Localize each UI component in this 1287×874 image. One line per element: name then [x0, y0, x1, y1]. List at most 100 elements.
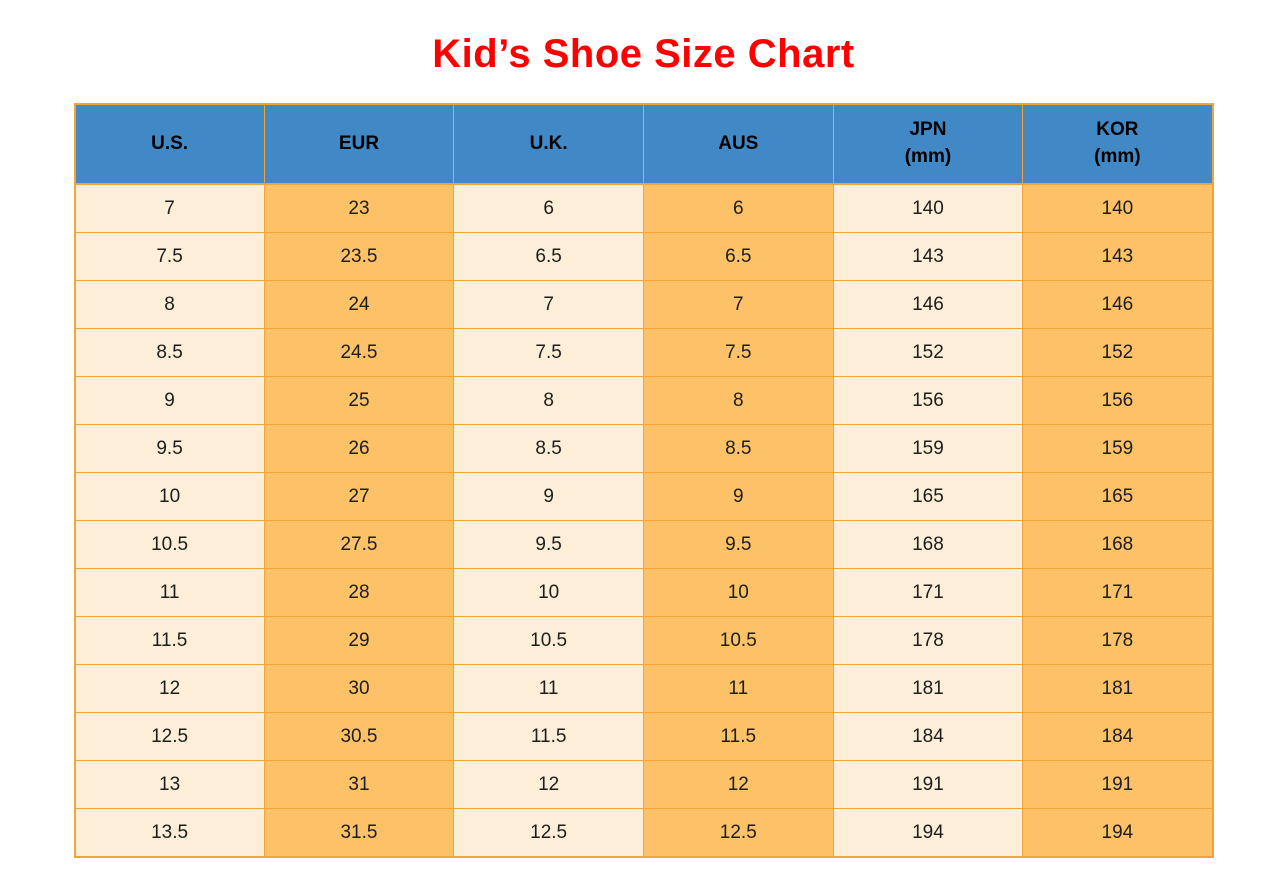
cell-us: 11: [74, 568, 265, 617]
table-row: 7 23 6 6 140 140: [74, 183, 1213, 233]
cell-uk: 11.5: [453, 712, 644, 761]
table-row: 8 24 7 7 146 146: [74, 280, 1213, 329]
cell-jpn: 146: [832, 280, 1024, 329]
cell-uk: 8.5: [453, 424, 644, 473]
table-row: 7.5 23.5 6.5 6.5 143 143: [74, 232, 1213, 281]
cell-eur: 30: [263, 664, 455, 713]
column-header-label: KOR: [1096, 119, 1139, 141]
cell-eur: 24: [263, 280, 455, 329]
cell-eur: 30.5: [263, 712, 455, 761]
cell-uk: 12.5: [453, 808, 644, 858]
cell-jpn: 171: [832, 568, 1024, 617]
cell-eur: 25: [263, 376, 455, 425]
cell-aus: 12.5: [642, 808, 834, 858]
cell-kor: 181: [1022, 664, 1213, 713]
table-row: 10.5 27.5 9.5 9.5 168 168: [74, 520, 1213, 569]
cell-us: 13.5: [74, 808, 265, 858]
cell-aus: 10: [642, 568, 834, 617]
cell-uk: 7: [453, 280, 644, 329]
cell-kor: 178: [1022, 616, 1213, 665]
column-header-label: U.S.: [151, 132, 189, 154]
cell-aus: 10.5: [642, 616, 834, 665]
cell-us: 8: [74, 280, 265, 329]
cell-eur: 31: [263, 760, 455, 809]
cell-uk: 10: [453, 568, 644, 617]
cell-kor: 156: [1022, 376, 1213, 425]
cell-eur: 27.5: [263, 520, 455, 569]
cell-kor: 159: [1022, 424, 1213, 473]
cell-uk: 6: [453, 183, 644, 233]
table-row: 9 25 8 8 156 156: [74, 376, 1213, 425]
cell-us: 11.5: [74, 616, 265, 665]
cell-kor: 194: [1022, 808, 1213, 858]
cell-jpn: 178: [832, 616, 1024, 665]
column-header-uk: U.K.: [453, 103, 644, 185]
header-row: U.S. EUR U.K. AUS JPN (mm): [74, 103, 1213, 185]
cell-kor: 165: [1022, 472, 1213, 521]
cell-aus: 6.5: [642, 232, 834, 281]
cell-us: 13: [74, 760, 265, 809]
cell-jpn: 156: [832, 376, 1024, 425]
cell-jpn: 152: [832, 328, 1024, 377]
column-header-eur: EUR: [263, 103, 455, 185]
column-header-kor: KOR (mm): [1022, 103, 1213, 185]
cell-us: 7.5: [74, 232, 265, 281]
cell-eur: 28: [263, 568, 455, 617]
cell-kor: 171: [1022, 568, 1213, 617]
cell-uk: 8: [453, 376, 644, 425]
cell-kor: 143: [1022, 232, 1213, 281]
cell-jpn: 194: [832, 808, 1024, 858]
table-row: 11 28 10 10 171 171: [74, 568, 1213, 617]
cell-aus: 8.5: [642, 424, 834, 473]
cell-eur: 23: [263, 183, 455, 233]
cell-uk: 7.5: [453, 328, 644, 377]
table-row: 11.5 29 10.5 10.5 178 178: [74, 616, 1213, 665]
shoe-size-table: U.S. EUR U.K. AUS JPN (mm): [73, 103, 1214, 858]
cell-jpn: 165: [832, 472, 1024, 521]
column-header-label: EUR: [338, 132, 380, 154]
cell-aus: 11: [642, 664, 834, 713]
column-header-jpn: JPN (mm): [832, 103, 1024, 185]
cell-aus: 6: [642, 183, 834, 233]
table-row: 12.5 30.5 11.5 11.5 184 184: [74, 712, 1213, 761]
column-header-us: U.S.: [74, 103, 265, 185]
cell-jpn: 140: [832, 183, 1024, 233]
cell-kor: 152: [1022, 328, 1213, 377]
cell-eur: 26: [263, 424, 455, 473]
cell-eur: 23.5: [263, 232, 455, 281]
cell-eur: 27: [263, 472, 455, 521]
cell-uk: 6.5: [453, 232, 644, 281]
page-title: Kid’s Shoe Size Chart: [432, 32, 855, 76]
cell-us: 8.5: [74, 328, 265, 377]
column-header-aus: AUS: [642, 103, 834, 185]
cell-kor: 191: [1022, 760, 1213, 809]
cell-jpn: 184: [832, 712, 1024, 761]
cell-us: 9.5: [74, 424, 265, 473]
cell-aus: 11.5: [642, 712, 834, 761]
cell-us: 12.5: [74, 712, 265, 761]
cell-uk: 10.5: [453, 616, 644, 665]
cell-uk: 9.5: [453, 520, 644, 569]
cell-jpn: 168: [832, 520, 1024, 569]
column-header-sublabel: (mm): [904, 146, 952, 167]
table-row: 8.5 24.5 7.5 7.5 152 152: [74, 328, 1213, 377]
column-header-label: JPN: [909, 119, 947, 141]
cell-us: 12: [74, 664, 265, 713]
cell-aus: 9.5: [642, 520, 834, 569]
cell-eur: 31.5: [263, 808, 455, 858]
cell-aus: 12: [642, 760, 834, 809]
cell-us: 10: [74, 472, 265, 521]
cell-aus: 7: [642, 280, 834, 329]
cell-us: 9: [74, 376, 265, 425]
cell-aus: 9: [642, 472, 834, 521]
table-row: 10 27 9 9 165 165: [74, 472, 1213, 521]
cell-kor: 168: [1022, 520, 1213, 569]
cell-jpn: 159: [832, 424, 1024, 473]
cell-jpn: 181: [832, 664, 1024, 713]
cell-kor: 140: [1022, 183, 1213, 233]
table-body: 7 23 6 6 140 140 7.5 23.5 6.5 6.5 143 143 8 24 7 7 146 14…: [74, 183, 1213, 858]
cell-us: 7: [74, 183, 265, 233]
table-row: 12 30 11 11 181 181: [74, 664, 1213, 713]
column-header-label: U.K.: [529, 132, 568, 154]
